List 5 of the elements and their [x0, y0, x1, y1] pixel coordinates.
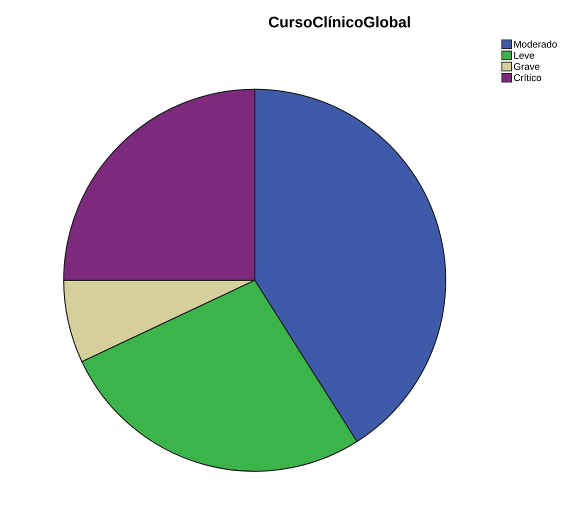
legend-label: Grave	[514, 63, 540, 70]
legend-label: Moderado	[514, 40, 557, 48]
chart-title: CursoClínicoGlobal	[268, 16, 410, 28]
legend-label: Crítico	[514, 74, 542, 82]
legend-label: Leve	[514, 52, 534, 59]
